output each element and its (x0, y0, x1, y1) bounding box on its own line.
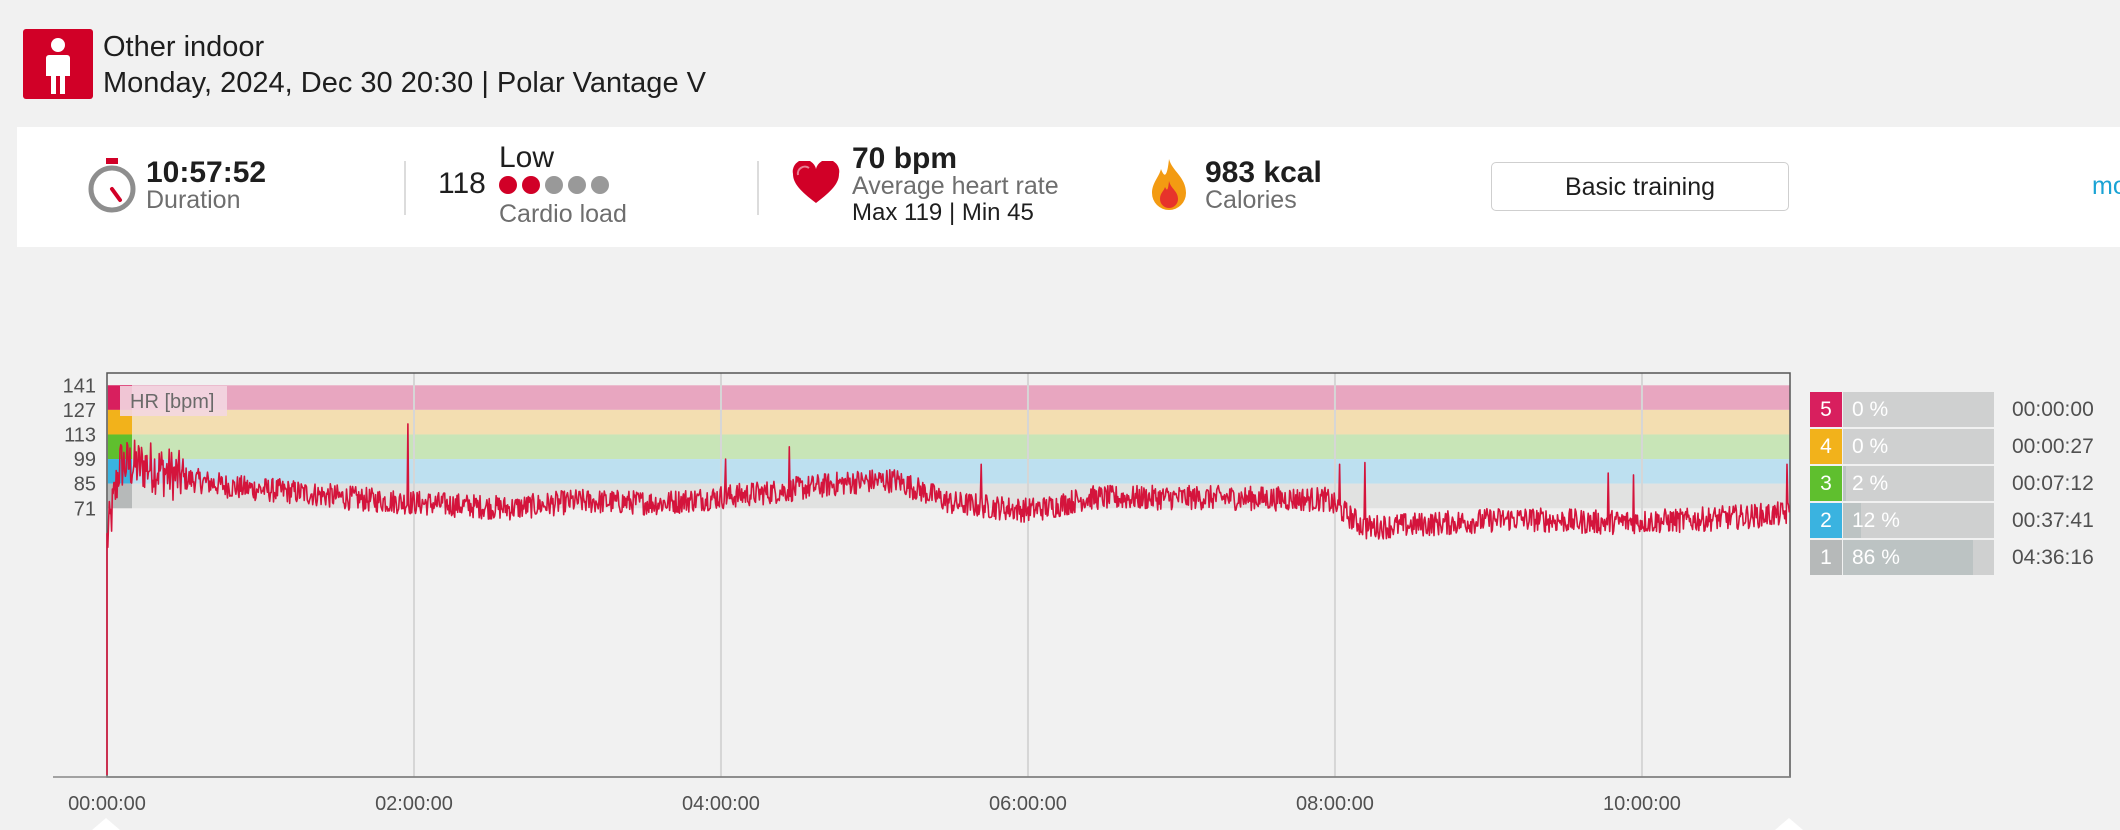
more-link[interactable]: more (2092, 172, 2120, 200)
zone-row-3: 3 2 % (1810, 466, 1994, 501)
zone-bar-fill (1843, 540, 1973, 575)
zone-row-5: 5 0 % (1810, 392, 1994, 427)
x-tick-label: 04:00:00 (682, 793, 760, 815)
avg-hr-value: 70 bpm (852, 142, 958, 175)
zone-percent: 0 % (1852, 435, 1889, 458)
series-label: HR [bpm] (130, 391, 214, 413)
zone-bar-track (1843, 503, 1994, 538)
zone-row-2: 2 12 % (1810, 503, 1994, 538)
calories-label: Calories (1205, 186, 1297, 214)
zone-number: 2 (1810, 503, 1842, 538)
zone-percent: 86 % (1852, 546, 1900, 569)
x-tick-label: 10:00:00 (1603, 793, 1681, 815)
zone-time: 00:00:00 (2012, 398, 2094, 421)
zone-time: 00:00:27 (2012, 435, 2094, 458)
zone-bar-fill (1843, 503, 1861, 538)
zone-percent: 12 % (1852, 509, 1900, 532)
y-tick-label: 99 (74, 449, 96, 471)
cardio-dot-filled (499, 176, 517, 194)
y-tick-label: 71 (74, 498, 96, 520)
cardio-dot-empty (545, 176, 563, 194)
training-type-button[interactable]: Basic training (1491, 162, 1789, 211)
y-tick-label: 141 (63, 375, 96, 397)
sport-icon (23, 29, 93, 99)
x-tick-label: 00:00:00 (68, 793, 146, 815)
session-subtitle: Monday, 2024, Dec 30 20:30 | Polar Vanta… (103, 67, 706, 99)
zone-time: 00:07:12 (2012, 472, 2094, 495)
hr-max-min: Max 119 | Min 45 (852, 199, 1034, 226)
series-label-bg (120, 386, 227, 416)
zone-bar-track (1843, 466, 1994, 501)
divider (757, 161, 759, 215)
zone-number: 3 (1810, 466, 1842, 501)
cardio-load-label: Cardio load (499, 200, 627, 228)
x-tick-label: 08:00:00 (1296, 793, 1374, 815)
range-end-handle[interactable] (1775, 818, 1803, 830)
zone-row-4: 4 0 % (1810, 429, 1994, 464)
zone-number: 1 (1810, 540, 1842, 575)
cardio-dot-empty (591, 176, 609, 194)
y-tick-label: 127 (63, 400, 96, 422)
zone-bar-track (1843, 392, 1994, 427)
cardio-load-dots (499, 176, 614, 199)
hr-zone-band-2 (107, 459, 1790, 484)
x-tick-label: 06:00:00 (989, 793, 1067, 815)
zone-percent: 0 % (1852, 398, 1889, 421)
zone-number: 5 (1810, 392, 1842, 427)
flame-icon (1152, 159, 1186, 210)
heart-icon (792, 161, 840, 203)
page-title: Other indoor (103, 31, 265, 63)
zone-bar-fill (1843, 466, 1846, 501)
x-tick-label: 02:00:00 (375, 793, 453, 815)
duration-label: Duration (146, 186, 241, 214)
zone-bar-track (1843, 429, 1994, 464)
avg-hr-label: Average heart rate (852, 172, 1059, 200)
range-start-handle[interactable] (92, 818, 120, 830)
zone-time: 04:36:16 (2012, 546, 2094, 569)
calories-value: 983 kcal (1205, 156, 1322, 189)
hr-zone-band-5 (107, 385, 1790, 410)
y-tick-label: 113 (64, 424, 96, 446)
y-tick-label: 85 (74, 474, 96, 496)
divider (404, 161, 406, 215)
zone-number: 4 (1810, 429, 1842, 464)
cardio-dot-empty (568, 176, 586, 194)
hr-series-line (106, 423, 1791, 775)
zone-row-1: 1 86 % (1810, 540, 1994, 575)
hr-zone-band-3 (107, 434, 1790, 460)
cardio-dot-filled (522, 176, 540, 194)
zone-percent: 2 % (1852, 472, 1889, 495)
cardio-load-level: Low (499, 141, 555, 174)
person-standing-icon (46, 38, 70, 94)
duration-value: 10:57:52 (146, 156, 267, 189)
hr-zone-band-4 (107, 409, 1790, 435)
stopwatch-icon (88, 158, 136, 213)
zone-time: 00:37:41 (2012, 509, 2094, 532)
cardio-load-value: 118 (438, 167, 486, 200)
